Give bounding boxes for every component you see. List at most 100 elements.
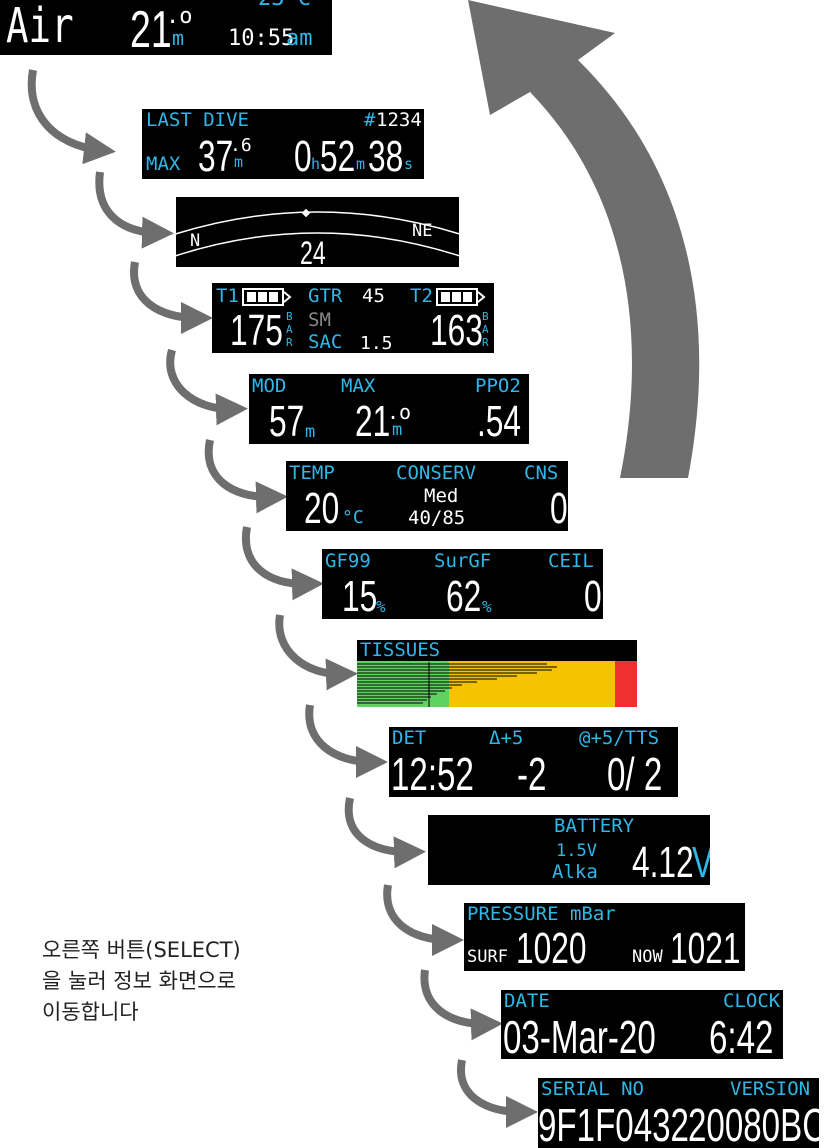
ppo2-label: PPO2 [475,375,521,397]
duration-seconds: 38 [368,132,404,179]
surgf-label: SurGF [434,550,492,572]
compass-left: N [190,231,201,251]
note-line-2: 을 눌러 정보 화면으로 [42,969,236,993]
surf-label: SURF [467,947,508,967]
gf-screen: GF99 SurGF CEIL 15 % 62 % 0 [322,549,603,619]
t1-pressure: 175 [230,306,283,353]
duration-hours: 0 [294,132,312,179]
arrow-10 [383,884,464,956]
ppo2-value: .54 [477,397,522,444]
date-value: 03-Mar-20 [503,1011,656,1059]
note-line-3: 이동합니다 [42,1000,139,1024]
clock-ampm: am [286,26,313,51]
max-label: MAX [341,375,376,397]
surgf-value: 62 [446,572,482,619]
tissues-screen: TISSUES [357,640,637,707]
tissue-bar-green [357,661,449,707]
sac-label: SAC [308,331,343,353]
pressure-screen: PRESSURE mBar SURF 1020 NOW 1021 [464,903,745,971]
t1-battery-icon [242,288,292,306]
duration-minutes: 52 [320,132,356,179]
mod-unit: m [305,422,316,442]
home-screen: Air 21 .o m 23°C 10:55 am [0,0,332,55]
gtr-value: 45 [362,285,385,307]
battery-voltage-unit: V [692,841,710,885]
conserv-gf: 40/85 [408,507,466,529]
arrow-9 [344,797,426,869]
pressure-title: PRESSURE mBar [467,903,616,925]
surgf-unit: % [482,597,492,616]
now-value: 1021 [670,924,741,971]
at-tts-label: @+5/TTS [579,727,660,749]
last-dive-screen: LAST DIVE # 1234 MAX 37 .6 m 0 h 52 m 38… [142,109,424,179]
gf99-value: 15 [342,572,378,619]
compass-right: NE [412,221,433,241]
date-clock-screen: DATE CLOCK 03-Mar-20 6:42 [501,990,783,1059]
tissue-bar-red [615,661,637,707]
version-value: 20080BC [688,1099,819,1148]
arrow-6 [241,526,324,601]
gas-label: Air [6,0,74,54]
t1-bar-a: A [286,323,293,336]
arrow-7 [275,614,358,691]
now-label: NOW [632,947,663,967]
det-label: DET [392,727,427,749]
hours-unit: h [311,155,321,173]
battery-type-name: Alka [552,861,598,883]
temp-screen: TEMP CONSERV CNS 20 °C Med 40/85 0 [286,461,568,531]
t1-bar-b: B [286,310,293,323]
cns-value: 0 [550,484,568,531]
cns-label: CNS [524,462,559,484]
seconds-unit: s [404,155,414,173]
battery-screen: BATTERY 1.5V Alka 4.12 V [428,815,710,885]
sac-value: 1.5 [360,333,393,353]
date-label: DATE [504,990,550,1012]
compass-arcs [176,208,459,257]
depth-unit: m [172,26,185,50]
t2-pressure: 163 [430,306,483,353]
t1-label: T1 [216,285,239,307]
temp-unit: °C [342,507,364,528]
arrow-12 [456,1059,538,1128]
temperature: 23°C [258,0,311,10]
ceil-label: CEIL [548,550,594,572]
serial-screen: SERIAL NO VERSION 9F1F0432 20080BC [538,1078,819,1148]
tissue-lines [357,662,557,707]
mod-screen: MOD MAX PPO2 57 m 21 .o m .54 [249,374,529,444]
ceil-value: 0 [584,572,602,619]
mod-label: MOD [252,375,287,397]
max-depth: 37 [198,132,234,179]
conserv-value: Med [424,485,459,507]
dive-number-hash: # [364,109,376,131]
clock-time: 10:55 [228,26,295,51]
t2-label: T2 [410,285,433,307]
tank-pressure-screen: T1 GTR 45 T2 175 B A R SM SAC 1.5 163 B … [212,283,494,353]
gf99-label: GF99 [325,550,371,572]
mod-value: 57 [269,397,305,444]
battery-voltage: 4.12 [632,838,694,885]
t2-bar-b: B [482,310,489,323]
t2-bar-r: R [482,336,489,349]
max-depth-unit: m [234,153,244,171]
t1-bar-r: R [286,336,293,349]
arrow-3 [130,261,213,334]
clock-value: 6:42 [709,1011,774,1059]
conserv-label: CONSERV [396,462,477,484]
depth-decimal: .o [166,4,193,29]
max-depth-value: 21 [355,397,391,444]
tissue-bar-yellow [449,661,615,707]
deco-time-screen: DET Δ+5 @+5/TTS 12:52 -2 0/ 2 [389,727,678,797]
dive-number: 1234 [376,109,422,131]
depth-value: 21 [130,1,172,55]
arrow-8 [305,704,388,778]
max-depth-decimal: .6 [230,135,252,156]
arrow-11 [420,969,503,1041]
clock-label: CLOCK [723,990,781,1012]
temp-label: TEMP [289,462,335,484]
at-tts-value: 0/ 2 [607,748,663,797]
surf-value: 1020 [516,924,587,971]
compass-screen: N NE 24 [176,197,459,267]
note-line-1: 오른쪽 버튼(SELECT) [42,938,241,962]
tissues-title: TISSUES [360,640,441,661]
